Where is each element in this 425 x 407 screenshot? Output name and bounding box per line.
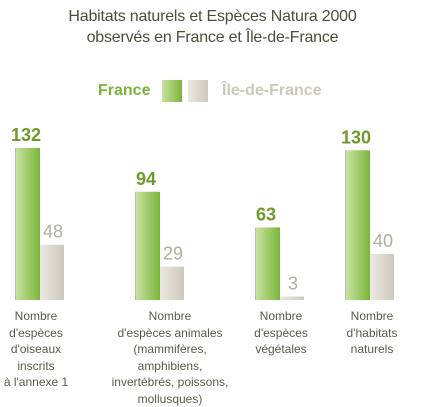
category-label-1-line-5: à l'annexe 1 xyxy=(0,374,72,391)
value-label-france-3: 63 xyxy=(256,204,276,224)
category-label-2-line-3: (mammifères, amphibiens, xyxy=(100,341,240,374)
value-label-france-4: 130 xyxy=(341,127,371,147)
category-label-2-line-2: d'espèces animales xyxy=(100,325,240,342)
category-label-4-line-1: Nombre xyxy=(337,308,407,325)
category-label-1-line-3: d'oiseaux xyxy=(0,341,72,358)
category-label-3-line-1: Nombre xyxy=(246,308,316,325)
category-label-1-line-4: inscrits xyxy=(0,358,72,375)
bar-ile-de-france-3 xyxy=(280,297,304,300)
category-label-4-line-2: d'habitats xyxy=(337,325,407,342)
value-label-ile-de-france-3: 3 xyxy=(288,274,298,294)
bar-ile-de-france-1 xyxy=(40,245,64,300)
bar-ile-de-france-4 xyxy=(370,254,394,300)
category-label-2-line-1: Nombre xyxy=(100,308,240,325)
value-label-ile-de-france-4: 40 xyxy=(373,231,393,251)
category-label-3-line-3: végétales xyxy=(246,341,316,358)
bar-france-1 xyxy=(16,148,40,300)
category-label-1-line-1: Nombre xyxy=(0,308,72,325)
value-label-ile-de-france-2: 29 xyxy=(163,244,183,264)
bar-ile-de-france-2 xyxy=(160,267,184,300)
bar-france-2 xyxy=(136,192,160,300)
bar-france-4 xyxy=(346,150,370,300)
value-label-ile-de-france-1: 48 xyxy=(43,222,63,242)
value-label-france-1: 132 xyxy=(11,125,41,145)
category-label-1-line-2: d'espèces xyxy=(0,325,72,342)
bar-france-3 xyxy=(256,227,280,300)
category-label-4-line-3: naturels xyxy=(337,341,407,358)
value-label-france-2: 94 xyxy=(136,169,156,189)
category-label-2-line-5: mollusques) xyxy=(100,391,240,407)
category-label-3-line-2: d'espèces xyxy=(246,325,316,342)
category-label-2-line-4: invertébrés, poissons, xyxy=(100,374,240,391)
